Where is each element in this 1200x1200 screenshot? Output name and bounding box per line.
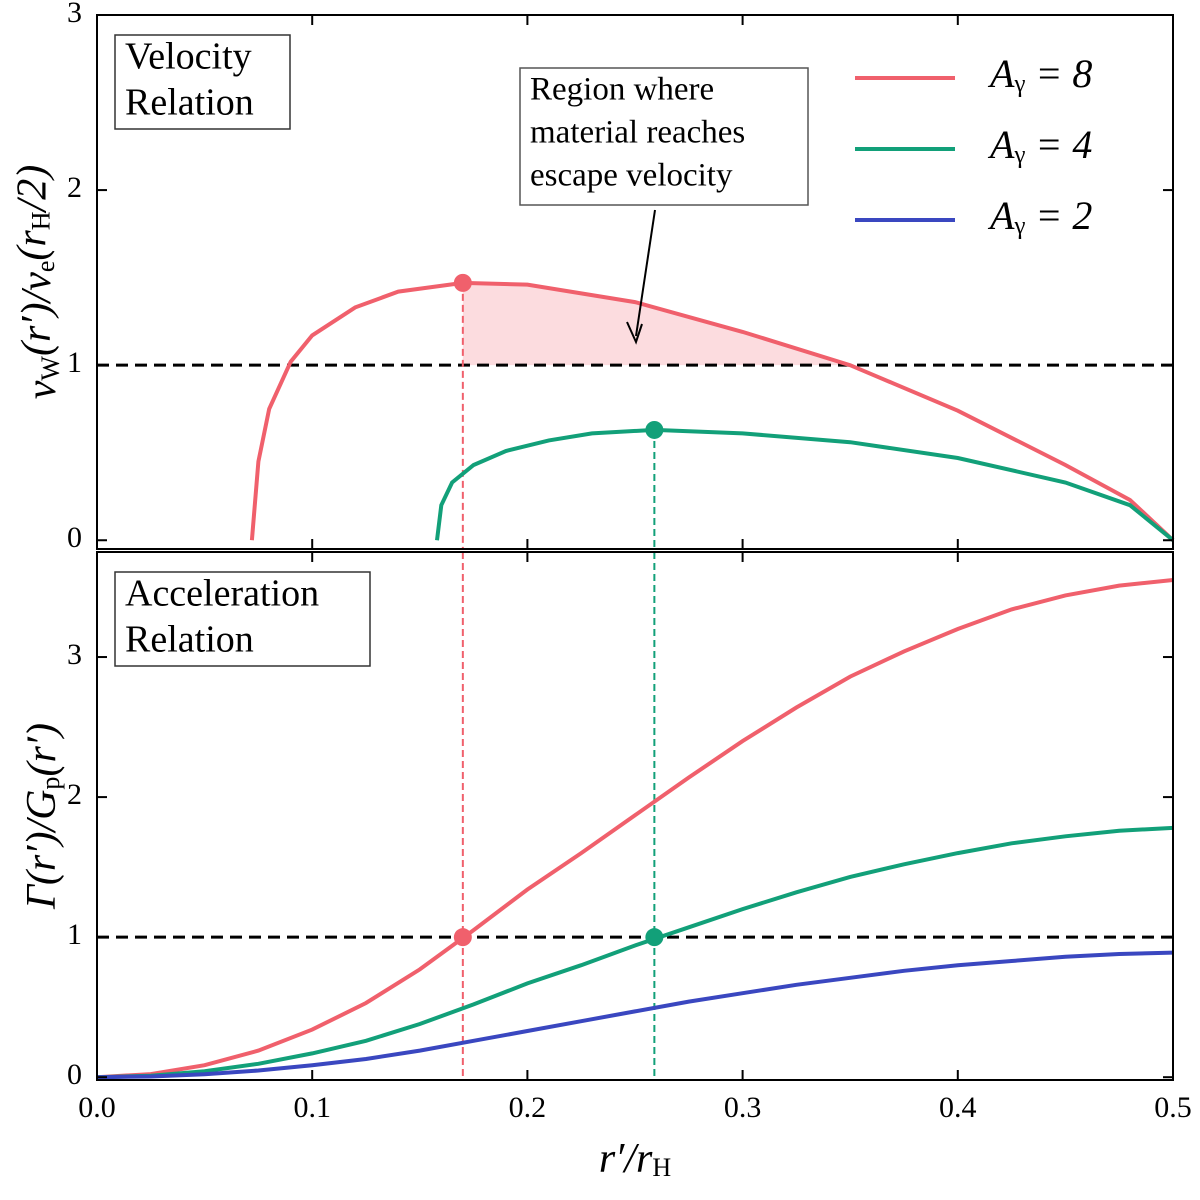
y-tick-label: 0 — [67, 521, 82, 554]
panel-label-box — [114, 571, 371, 667]
x-tick-label: 0.2 — [509, 1091, 547, 1124]
y-tick-label: 2 — [67, 171, 82, 204]
marker — [645, 420, 664, 439]
annotation-arrowhead — [626, 321, 643, 345]
y-tick-label: 2 — [67, 778, 82, 811]
x-tick-label: 0.1 — [293, 1091, 331, 1124]
data-line — [435, 427, 1175, 542]
data-line — [249, 280, 1175, 542]
x-tick-label: 0.5 — [1154, 1091, 1192, 1124]
x-tick-label: 0.4 — [939, 1091, 977, 1124]
marker — [453, 273, 472, 292]
y-tick-label: 3 — [67, 638, 82, 671]
marker — [645, 928, 664, 947]
y-tick-label: 0 — [67, 1058, 82, 1091]
x-tick-label: 0.0 — [78, 1091, 116, 1124]
marker — [453, 928, 472, 947]
panel-label-box — [114, 34, 291, 130]
legend-label: Aγ = 8 — [987, 51, 1092, 97]
panel-label: Acceleration — [125, 573, 319, 615]
data-line — [96, 950, 1174, 1080]
panel-label: Relation — [125, 619, 254, 661]
y-axis-label: vW(r′)/ve(rH/2) — [9, 165, 65, 399]
legend-label: Aγ = 2 — [987, 193, 1092, 239]
annotation-box — [519, 67, 809, 206]
x-axis-label: r′/rH — [599, 1136, 672, 1182]
data-line — [96, 825, 1174, 1080]
data-line — [96, 578, 1174, 1080]
axes-frame — [96, 551, 1174, 1081]
x-tick-label: 0.3 — [724, 1091, 762, 1124]
y-tick-label: 3 — [67, 0, 82, 29]
annotation-text: Region where — [530, 72, 714, 108]
annotation-text: material reaches — [530, 115, 745, 151]
legend-label: Aγ = 4 — [987, 122, 1092, 168]
y-tick-label: 1 — [67, 918, 82, 951]
y-axis-label: Γ(r′)/Gp(r′) — [19, 723, 65, 910]
panel-label: Relation — [125, 82, 254, 124]
axes-frame — [96, 14, 1174, 550]
y-tick-label: 1 — [67, 346, 82, 379]
annotation-arrow — [635, 209, 656, 337]
escape-region — [462, 282, 851, 366]
annotation-text: escape velocity — [530, 158, 733, 194]
panel-label: Velocity — [125, 36, 252, 78]
